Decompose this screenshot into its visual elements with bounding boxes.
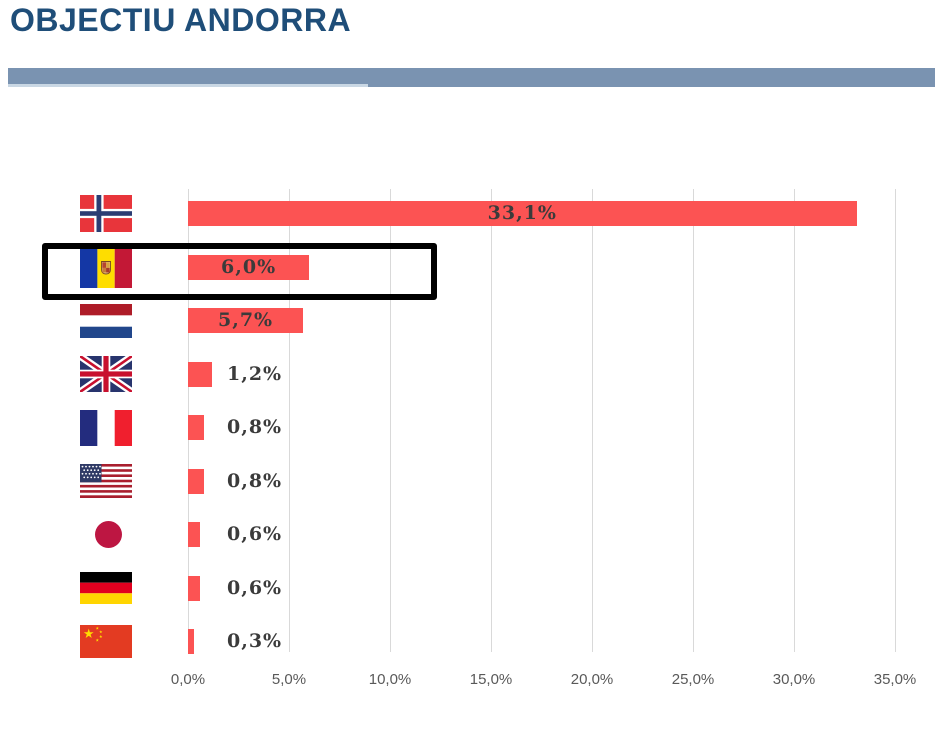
bar-value-label-japan: 0,6% (227, 523, 283, 545)
bar-japan (188, 522, 201, 547)
china-flag-icon (80, 625, 132, 658)
netherlands-flag-icon (80, 304, 132, 338)
bar-united-kingdom (188, 362, 213, 387)
bar-france (188, 415, 205, 440)
x-tick-4: 20,0% (570, 671, 614, 688)
bar-value-label-netherlands: 5,7% (217, 309, 274, 331)
bar-value-label-germany: 0,6% (227, 577, 283, 599)
bar-value-label-china: 0,3% (227, 630, 283, 652)
gridline-30pct (794, 189, 795, 652)
x-tick-5: 25,0% (671, 671, 715, 688)
usa-flag-icon (80, 464, 132, 498)
bar-value-label-andorra: 6,0% (221, 256, 277, 278)
gridline-20pct (592, 189, 593, 652)
bar-china (188, 629, 195, 654)
gridline-35pct (895, 189, 896, 652)
gridline-10pct (390, 189, 391, 652)
x-tick-1: 5,0% (271, 671, 307, 688)
x-tick-2: 10,0% (368, 671, 412, 688)
x-tick-6: 30,0% (772, 671, 816, 688)
andorra-highlight-box (42, 243, 437, 300)
bar-netherlands: 5,7% (188, 308, 304, 333)
title-divider-bar (8, 68, 935, 84)
gridline-25pct (693, 189, 694, 652)
bar-norway: 33,1% (188, 201, 857, 226)
bar-value-label-usa: 0,8% (227, 470, 283, 492)
norway-flag-icon (80, 195, 132, 232)
x-tick-7: 35,0% (873, 671, 917, 688)
germany-flag-icon (80, 572, 132, 604)
bar-value-label-norway: 33,1% (487, 202, 557, 224)
japan-flag-icon (95, 521, 122, 548)
title-divider-dark-strip (368, 84, 935, 87)
title-divider-light-strip (8, 84, 368, 87)
united-kingdom-flag-icon (80, 356, 132, 392)
x-tick-3: 15,0% (469, 671, 513, 688)
france-flag-icon (80, 410, 132, 446)
andorra-flag-icon (80, 247, 132, 288)
bar-usa (188, 469, 205, 494)
page-title: OBJECTIU ANDORRA (10, 2, 352, 38)
x-tick-0: 0,0% (170, 671, 206, 688)
bar-value-label-united-kingdom: 1,2% (227, 363, 283, 385)
bar-andorra: 6,0% (188, 255, 310, 280)
bar-germany (188, 576, 201, 601)
bar-value-label-france: 0,8% (227, 416, 283, 438)
gridline-5pct (289, 189, 290, 652)
gridline-15pct (491, 189, 492, 652)
